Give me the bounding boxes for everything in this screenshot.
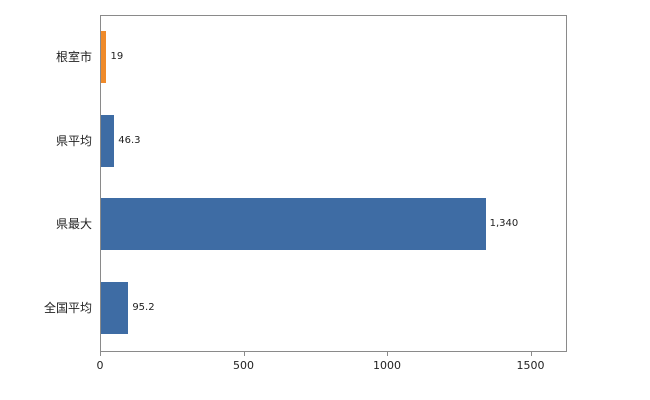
category-label: 県平均 xyxy=(55,133,92,148)
bar-value-label: 1,340 xyxy=(489,218,519,230)
plot-area xyxy=(100,15,567,352)
bar xyxy=(101,30,107,83)
x-axis-tick-label: 1500 xyxy=(516,359,545,372)
x-axis-tick-label: 1000 xyxy=(373,359,402,372)
x-axis-tick-label: 500 xyxy=(233,359,255,372)
bar xyxy=(101,198,486,251)
category-label: 根室市 xyxy=(55,49,92,64)
bar-value-label: 19 xyxy=(110,50,124,62)
bar xyxy=(101,114,115,167)
x-axis-tick xyxy=(387,351,389,356)
x-axis-tick xyxy=(243,351,245,356)
bar-value-label: 95.2 xyxy=(132,302,155,314)
bar-value-label: 46.3 xyxy=(118,134,141,146)
category-label: 県最大 xyxy=(55,217,92,232)
x-axis-tick-label: 0 xyxy=(96,359,104,372)
x-axis-tick xyxy=(530,351,532,356)
x-axis-tick xyxy=(100,351,101,356)
bar xyxy=(101,282,129,335)
category-label: 全国平均 xyxy=(43,301,92,316)
